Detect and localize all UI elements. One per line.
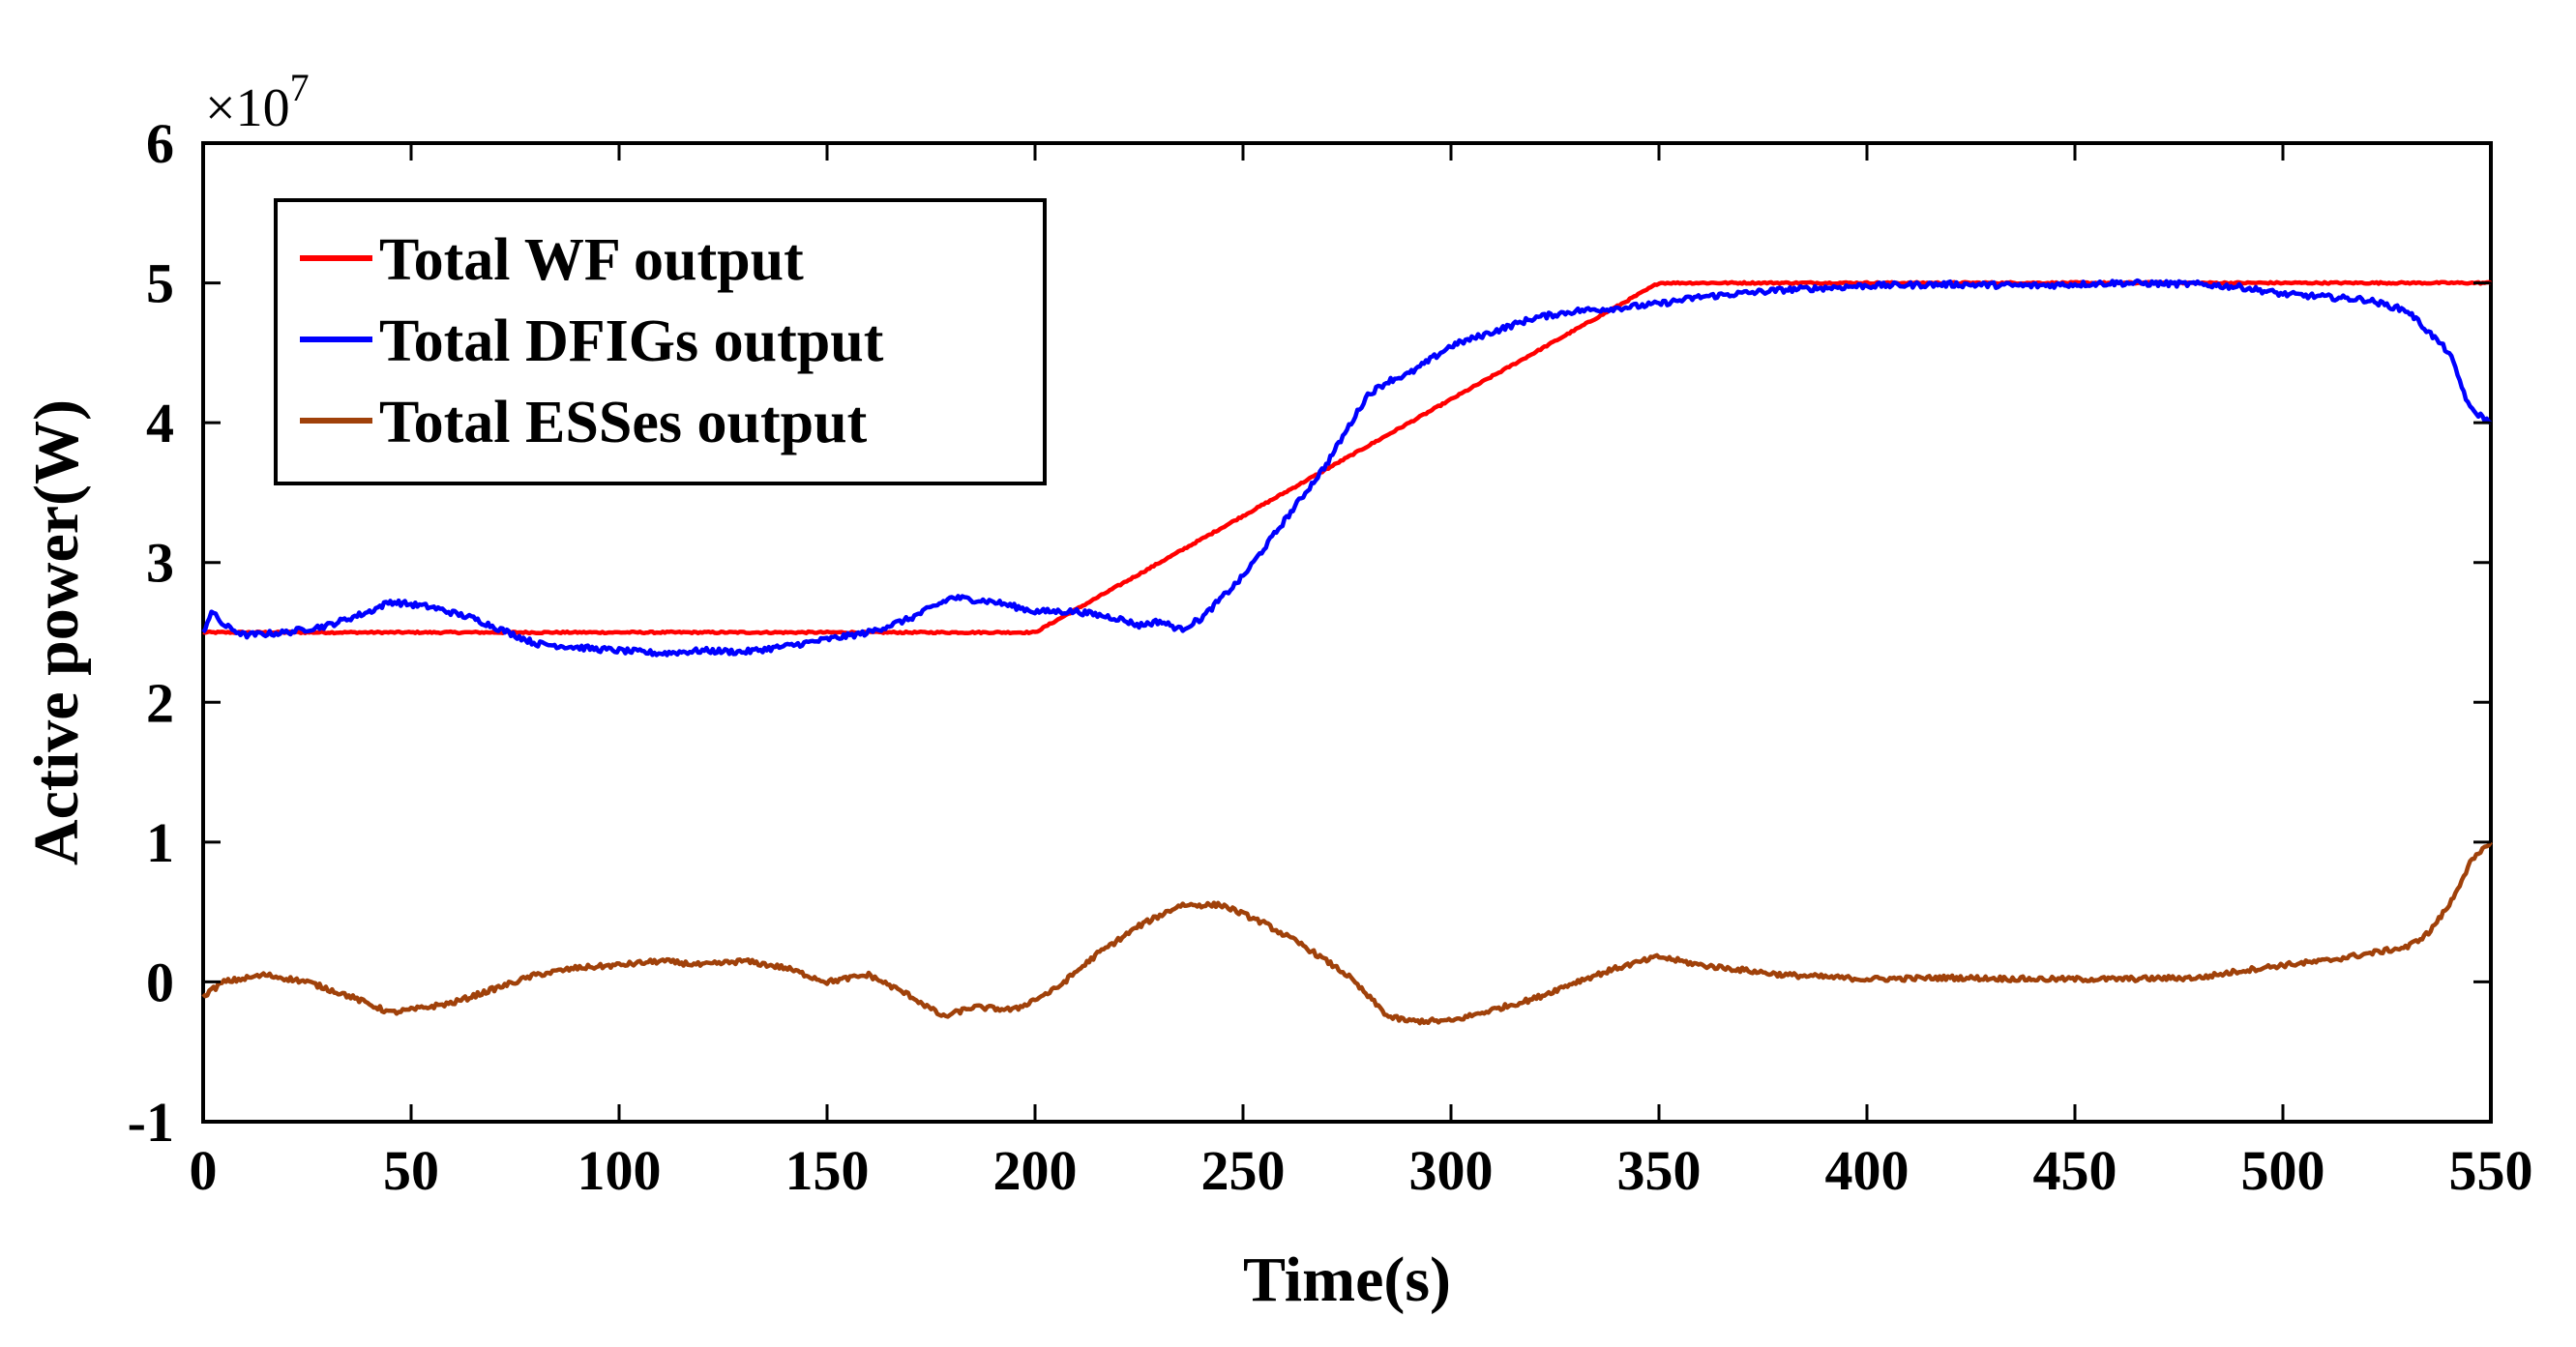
ticks-group: 0 50 100 150 200 250 300 350 400 450 500 550 -1 0 1 2 3 4…	[128, 112, 2533, 1202]
y-tick-label: 1	[146, 811, 174, 874]
series-line-2	[201, 278, 2492, 658]
series-group	[201, 278, 2493, 1026]
legend-label: Total ESSes output	[379, 390, 868, 455]
x-tick-label: 450	[2033, 1139, 2117, 1202]
x-tick-label: 150	[785, 1139, 870, 1202]
x-tick-label: 400	[1825, 1139, 1910, 1202]
y-exponent-power: 7	[290, 66, 310, 109]
x-tick-label: 500	[2241, 1139, 2325, 1202]
x-tick-label: 0	[190, 1139, 218, 1202]
legend-label: Total WF output	[379, 227, 804, 293]
y-tick-label: 5	[146, 252, 174, 315]
series-line-3	[201, 840, 2493, 1026]
legend-label: Total DFIGs output	[379, 308, 884, 374]
x-tick-label: 200	[993, 1139, 1078, 1202]
legend-box	[274, 198, 1047, 485]
y-axis-label: Active power(W)	[21, 399, 92, 865]
y-tick-label: 0	[146, 951, 174, 1013]
x-tick-label: 50	[383, 1139, 439, 1202]
y-tick-label: 4	[146, 392, 174, 454]
x-tick-label: 100	[577, 1139, 662, 1202]
x-tick-label: 250	[1201, 1139, 1286, 1202]
y-exponent-label: ×107	[205, 66, 310, 138]
x-tick-label: 300	[1409, 1139, 1494, 1202]
x-axis-label: Time(s)	[1243, 1245, 1451, 1315]
x-tick-label: 550	[2449, 1139, 2533, 1202]
y-exponent-base: ×10	[205, 78, 290, 138]
y-tick-label: 2	[146, 671, 174, 734]
legend: Total WF output Total DFIGs output Total E…	[274, 198, 1047, 485]
y-tick-label: -1	[128, 1091, 174, 1154]
y-tick-label: 6	[146, 112, 174, 175]
x-tick-label: 350	[1617, 1139, 1702, 1202]
y-tick-label: 3	[146, 532, 174, 595]
